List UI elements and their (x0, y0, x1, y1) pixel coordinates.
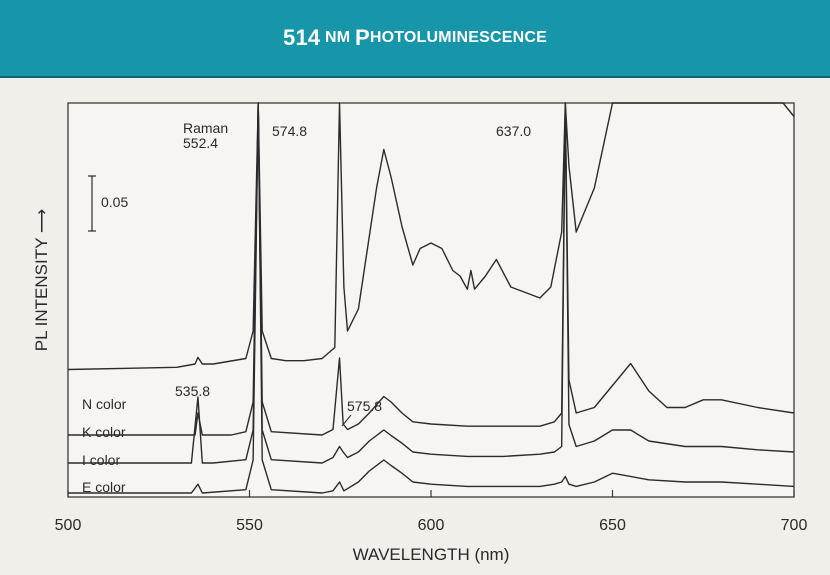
x-tick-label-650: 650 (599, 517, 626, 534)
x-tick-label-550: 550 (236, 517, 263, 534)
annotation-535-8: 535.8 (175, 383, 210, 399)
x-tick-label-700: 700 (781, 517, 808, 534)
series-layer (67, 102, 795, 494)
series-label-i: I color (82, 452, 120, 468)
y-axis-label: PL INTENSITY ⟶ (32, 209, 51, 351)
annotation-575-8-pointer (341, 414, 352, 427)
title-rest: HOTOLUMINESCENCE (369, 29, 547, 46)
title-number: 514 (283, 25, 321, 50)
annotation-575-8: 575.8 (347, 398, 382, 414)
series-line-n (67, 102, 795, 371)
title-unit: NM (325, 29, 351, 46)
annotation-raman: Raman (183, 120, 228, 136)
annotation-552-4: 552.4 (183, 135, 218, 151)
x-tick-label-500: 500 (55, 517, 82, 534)
x-ticks: 500 550 600 650 700 (55, 490, 808, 534)
scale-bar-label: 0.05 (101, 194, 128, 210)
series-label-n: N color (82, 396, 127, 412)
x-tick-label-600: 600 (418, 517, 445, 534)
x-axis-label: WAVELENGTH (nm) (353, 545, 510, 564)
plot-area (67, 102, 795, 498)
series-line-i (68, 102, 795, 464)
series-line-e (68, 102, 795, 494)
series-label-k: K color (82, 424, 126, 440)
title-initial: P (354, 25, 370, 50)
series-label-e: E color (82, 479, 126, 495)
series-line-k (68, 102, 795, 436)
annotation-637-0: 637.0 (496, 123, 531, 139)
figure-title: 514 NM P HOTOLUMINESCENCE (0, 0, 830, 78)
annotation-574-8: 574.8 (272, 123, 307, 139)
scale-bar (88, 175, 96, 232)
